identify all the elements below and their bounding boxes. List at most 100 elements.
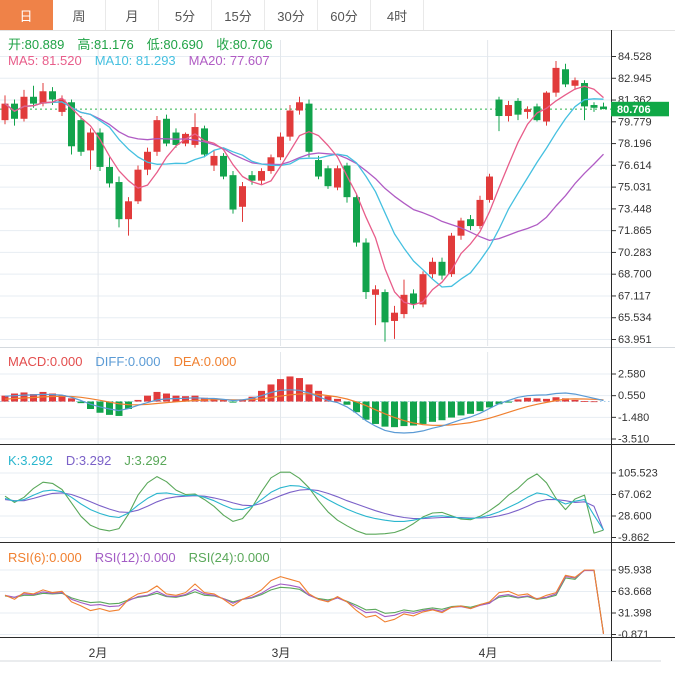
candle-body (125, 201, 132, 220)
y-tick-label: 79.779 (618, 116, 652, 128)
macd-bar (476, 401, 484, 412)
macd-bar (410, 401, 417, 426)
candle-body (115, 182, 123, 220)
macd-bar (115, 401, 123, 416)
macd-bar (334, 398, 341, 402)
macd-bar (106, 401, 113, 415)
macd-bar (68, 398, 75, 402)
y-tick-label: 71.865 (618, 225, 652, 237)
candle-body (334, 168, 341, 188)
macd-bar (286, 376, 294, 402)
rsi-value-2: RSI(24):0.000 (188, 550, 270, 565)
dea-line (4, 393, 604, 426)
candle-body (134, 169, 142, 202)
candle-body (286, 110, 294, 137)
y-tick-label: 28.600 (618, 510, 652, 522)
rsi12-line (4, 570, 605, 634)
rsi-value-0: RSI(6):0.000 (8, 550, 82, 565)
ohlc-value-1: 高:81.176 (77, 37, 134, 52)
timeframe-tab-4时[interactable]: 4时 (371, 0, 424, 30)
timeframe-tab-日[interactable]: 日 (0, 0, 53, 30)
candle-body (590, 105, 598, 108)
y-tick-label: 75.031 (618, 182, 652, 194)
candle-body (68, 102, 75, 147)
candle-body (448, 235, 455, 275)
candle-body (315, 160, 322, 177)
y-tick-label: 82.945 (618, 73, 652, 85)
candle-body (362, 242, 370, 293)
macd-bar (220, 399, 227, 402)
candle-body (153, 120, 161, 152)
candle-body (343, 165, 351, 198)
timeframe-tab-5分[interactable]: 5分 (159, 0, 212, 30)
ma-readout: MA5: 81.520 MA10: 81.293 MA20: 77.607 (8, 53, 283, 68)
macd-bar (77, 401, 85, 404)
y-tick-label: 84.528 (618, 51, 652, 63)
ma5-line (4, 85, 604, 306)
candle-body (552, 67, 560, 93)
candle-body (419, 274, 427, 305)
macd-bar (353, 401, 360, 413)
y-tick-label: -0.871 (618, 629, 649, 641)
candle-body (410, 293, 417, 305)
candle-body (87, 132, 94, 151)
y-tick-label: 78.196 (618, 138, 652, 150)
macd-bar (590, 401, 598, 403)
timeframe-tab-周[interactable]: 周 (53, 0, 106, 30)
x-axis-label-apr: 4月 (478, 646, 498, 660)
y-tick-label: 95.938 (618, 565, 652, 577)
rsi-value-1: RSI(12):0.000 (94, 550, 176, 565)
candle-body (571, 80, 579, 86)
macd-bar (324, 396, 332, 402)
candle-body (467, 219, 474, 227)
macd-bar (20, 392, 28, 402)
macd-bar (144, 395, 151, 402)
chart-canvas[interactable]: 84.52882.94581.36279.77978.19676.61475.0… (0, 30, 675, 674)
macd-bar (191, 395, 199, 402)
macd-bar (524, 397, 531, 402)
macd-bar (163, 393, 170, 402)
timeframe-tab-30分[interactable]: 30分 (265, 0, 318, 30)
macd-bar (153, 391, 161, 402)
rsi6-line (4, 569, 605, 634)
macd-bar (391, 401, 398, 428)
y-tick-label: -3.510 (618, 434, 649, 446)
candle-body (305, 103, 313, 152)
ma-value-1: MA10: 81.293 (94, 53, 176, 68)
kdj-value-2: J:3.292 (124, 453, 168, 468)
current-price-tag: 80.706 (611, 101, 669, 117)
macd-bar (400, 401, 408, 427)
y-tick-label: 68.700 (618, 269, 652, 281)
candle-body (429, 261, 436, 275)
kdj-readout: K:3.292 D:3.292 J:3.292 (8, 453, 180, 468)
macd-bar (533, 398, 541, 402)
timeframe-tab-60分[interactable]: 60分 (318, 0, 371, 30)
ma-value-2: MA20: 77.607 (188, 53, 270, 68)
macd-bar (438, 401, 446, 421)
candle-body (229, 175, 237, 210)
macd-bar (552, 397, 560, 402)
candle-body (1, 103, 9, 121)
kdj-value-0: K:3.292 (8, 453, 53, 468)
kdj-k-line (4, 485, 604, 531)
ohlc-readout: 开:80.889 高:81.176 低:80.690 收:80.706 (8, 34, 286, 53)
macd-bar (134, 399, 142, 402)
diff-line (4, 389, 604, 434)
macd-bar (448, 401, 455, 418)
candle-body (210, 155, 218, 166)
candle-body (600, 106, 607, 110)
macd-bar (419, 401, 427, 424)
y-tick-label: 0.550 (618, 390, 646, 402)
candle-body (372, 289, 379, 295)
ohlc-value-0: 开:80.889 (8, 37, 65, 52)
candle-body (562, 69, 569, 85)
timeframe-tab-15分[interactable]: 15分 (212, 0, 265, 30)
candle-body (220, 155, 227, 177)
timeframe-tab-月[interactable]: 月 (106, 0, 159, 30)
x-axis-label-feb: 2月 (88, 646, 108, 660)
candle-body (258, 171, 265, 181)
candle-body (438, 261, 446, 276)
y-tick-label: -9.862 (618, 532, 649, 544)
rsi-readout: RSI(6):0.000 RSI(12):0.000 RSI(24):0.000 (8, 550, 283, 565)
kdj-d-line (4, 488, 605, 531)
